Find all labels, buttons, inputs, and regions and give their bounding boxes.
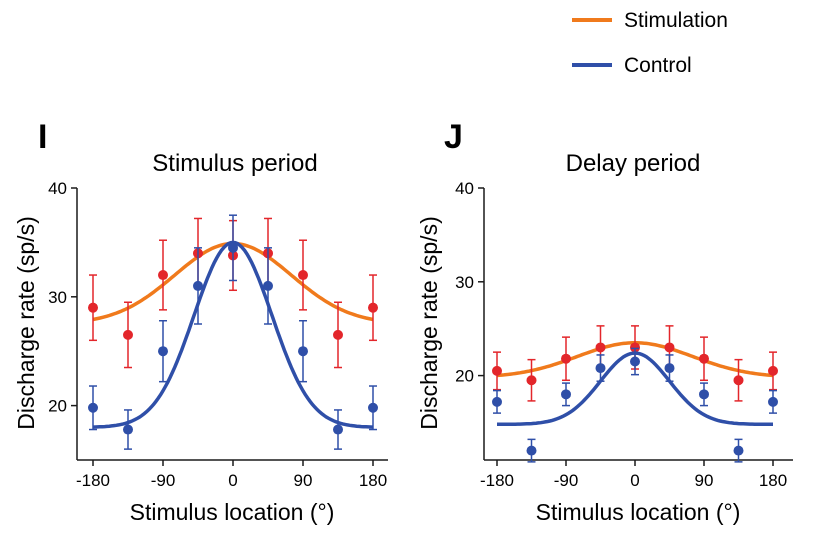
- data-point-stimulation-i: [88, 302, 98, 313]
- data-point-control-j: [526, 445, 537, 456]
- data-point-stimulation-i: [123, 329, 133, 340]
- data-point-control-i: [368, 402, 378, 413]
- y-tick-label-i: 40: [48, 179, 67, 198]
- data-point-stimulation-j: [768, 365, 778, 376]
- y-tick-label-j: 20: [455, 367, 474, 386]
- data-point-stimulation-i: [333, 329, 343, 340]
- legend-label-stimulation: Stimulation: [624, 9, 728, 32]
- data-point-stimulation-j: [561, 353, 571, 364]
- data-point-stimulation-j: [492, 365, 502, 376]
- x-tick-label-j: -180: [480, 471, 514, 490]
- data-point-control-j: [492, 396, 502, 407]
- x-tick-label-j: 90: [695, 471, 714, 490]
- data-point-control-i: [193, 280, 203, 291]
- panel-j: J Delay period -180 -90 0 90 180 20 30 40 Stimu…: [416, 118, 793, 525]
- data-point-control-j: [733, 445, 744, 456]
- data-point-stimulation-j: [699, 353, 709, 364]
- y-tick-label-i: 30: [48, 288, 67, 307]
- data-point-control-j: [561, 389, 571, 400]
- data-point-stimulation-i: [298, 270, 308, 281]
- data-point-stimulation-j: [664, 342, 675, 353]
- data-point-control-i: [263, 280, 273, 291]
- data-point-control-j: [630, 356, 640, 367]
- panel-title-i: Stimulus period: [152, 150, 317, 177]
- panel-letter-i: I: [38, 118, 47, 156]
- panel-i: I Stimulus period -180 -90 0 90 180 20 30 40 St…: [13, 118, 388, 525]
- x-tick-label-j: 180: [759, 471, 787, 490]
- legend-label-control: Control: [624, 54, 692, 77]
- plot-area-j: -180 -90 0 90 180 20 30 40: [455, 179, 793, 490]
- y-axis-label-j: Discharge rate (sp/s): [416, 216, 442, 429]
- data-point-stimulation-j: [630, 342, 640, 353]
- y-axis-label-i: Discharge rate (sp/s): [13, 216, 39, 429]
- x-tick-label-i: 90: [294, 471, 313, 490]
- y-tick-label-i: 20: [48, 397, 67, 416]
- y-tick-label-j: 30: [455, 273, 474, 292]
- y-tick-label-j: 40: [455, 179, 474, 198]
- x-tick-label-j: -90: [554, 471, 579, 490]
- data-point-stimulation-j: [733, 375, 744, 386]
- x-tick-label-i: 0: [228, 471, 237, 490]
- x-axis-label-j: Stimulus location (°): [536, 499, 741, 525]
- data-point-control-j: [699, 389, 709, 400]
- data-point-control-j: [768, 396, 778, 407]
- x-tick-label-i: 180: [359, 471, 387, 490]
- data-point-control-i: [158, 346, 168, 357]
- data-point-control-i: [333, 424, 343, 435]
- x-tick-label-i: -180: [76, 471, 110, 490]
- x-tick-label-i: -90: [151, 471, 176, 490]
- panel-title-j: Delay period: [566, 150, 701, 177]
- data-point-control-i: [298, 346, 308, 357]
- panel-letter-j: J: [444, 118, 463, 156]
- data-point-stimulation-j: [595, 342, 606, 353]
- x-tick-label-j: 0: [630, 471, 639, 490]
- legend: Stimulation Control: [572, 9, 728, 77]
- data-point-control-j: [664, 363, 675, 374]
- data-point-control-i: [228, 242, 238, 253]
- data-point-stimulation-j: [526, 375, 537, 386]
- plot-area-i: -180 -90 0 90 180 20 30 40: [48, 179, 388, 490]
- data-point-control-j: [595, 363, 606, 374]
- data-point-stimulation-i: [158, 270, 168, 281]
- data-point-control-i: [123, 424, 133, 435]
- x-axis-label-i: Stimulus location (°): [130, 499, 335, 525]
- data-point-control-i: [88, 402, 98, 413]
- data-point-stimulation-i: [368, 302, 378, 313]
